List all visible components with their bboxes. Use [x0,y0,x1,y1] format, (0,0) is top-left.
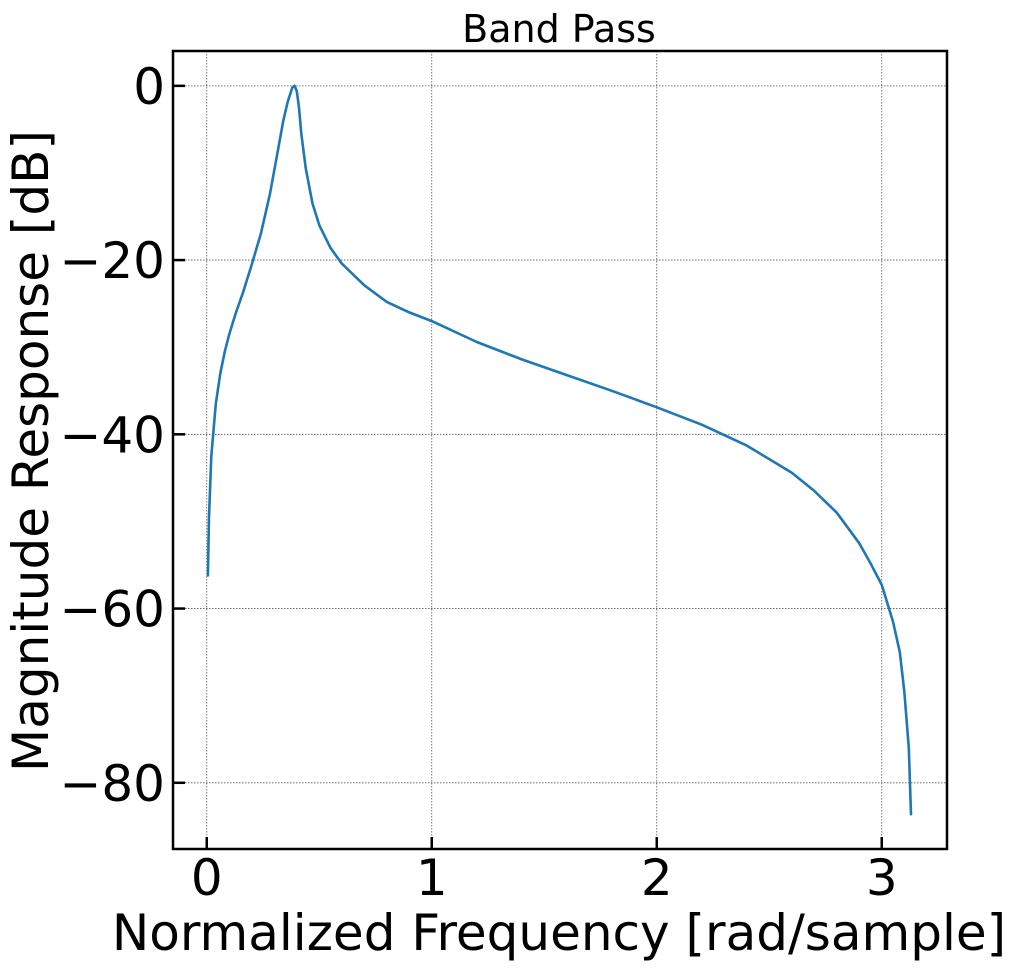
x-tick-label: 1 [416,849,448,907]
y-axis-label: Magnitude Response [dB] [2,130,60,772]
ticks [173,84,883,849]
y-tick-labels: 0 −20 −40 −60 −80 [59,58,165,813]
y-tick-label: −80 [59,755,165,813]
series-layer [206,84,913,816]
chart-title: Band Pass [462,7,656,51]
x-tick-label: 2 [641,849,673,907]
x-tick-label: 0 [191,849,223,907]
x-tick-labels: 0 1 2 3 [191,849,898,907]
x-tick-label: 3 [866,849,898,907]
x-axis-label: Normalized Frequency [rad/sample] [112,904,1006,962]
y-tick-label: 0 [133,58,165,116]
grid [173,51,947,849]
series-line [206,84,913,816]
plot-frame [171,49,949,851]
y-tick-label: −60 [59,581,165,639]
y-tick-label: −20 [59,232,165,290]
y-tick-label: −40 [59,406,165,464]
